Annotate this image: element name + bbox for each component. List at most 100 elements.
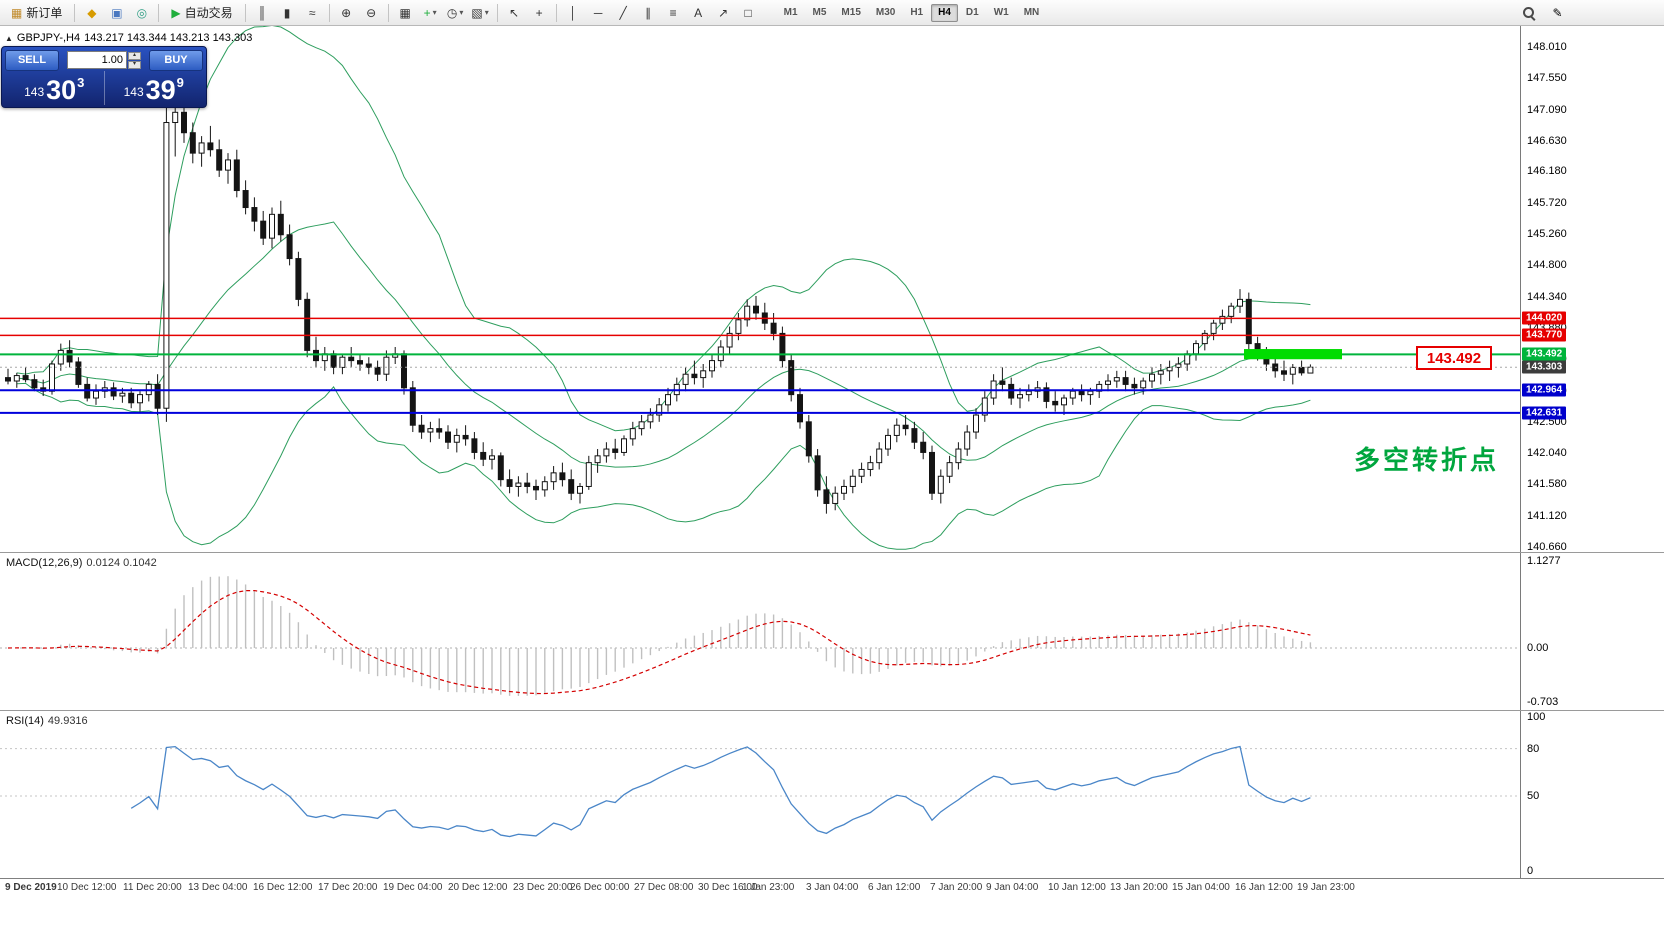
price-annotation-box[interactable]: 143.492 <box>1416 346 1492 370</box>
tf-button-w1[interactable]: W1 <box>987 4 1016 22</box>
candle-body <box>621 438 627 453</box>
tf-button-h4[interactable]: H4 <box>931 3 958 22</box>
new-order-icon: ▦ <box>11 5 23 20</box>
candle-body <box>568 479 575 494</box>
price-scale-label: 141.120 <box>1527 509 1567 522</box>
zoom-out-button[interactable]: ⊖ <box>360 2 383 24</box>
time-axis-label: 9 Jan 04:00 <box>986 882 1039 893</box>
indicators-dropdown-arrow[interactable]: ▾ <box>432 8 437 17</box>
vertical-line-tool-button[interactable]: │ <box>562 2 585 24</box>
candle-body <box>559 472 566 481</box>
tf-button-m1[interactable]: M1 <box>777 4 805 22</box>
price-scale-label: 147.090 <box>1527 103 1567 116</box>
market-watch-button[interactable]: ◆ <box>80 2 103 24</box>
fibonacci-tool-button[interactable]: ≡ <box>662 2 685 24</box>
tf-button-h1[interactable]: H1 <box>903 4 930 22</box>
channel-tool-button[interactable]: ∥ <box>637 2 660 24</box>
arrows-tool-button[interactable]: ↗ <box>712 2 735 24</box>
time-axis-label: 16 Jan 12:00 <box>1235 882 1293 893</box>
volume-input[interactable] <box>67 51 127 69</box>
sell-button[interactable]: SELL <box>5 49 59 71</box>
bar-chart-mode-button[interactable]: ║ <box>251 2 274 24</box>
candlestick-chart[interactable] <box>0 26 1520 552</box>
periods-button[interactable]: ◷ ▾ <box>444 2 467 24</box>
price-badge-144.020: 144.020 <box>1522 311 1567 325</box>
crosshair-button[interactable]: + <box>528 2 551 24</box>
candle-body <box>1157 370 1164 375</box>
candle-body <box>1245 298 1252 345</box>
volume-spin-buttons: ▴ ▾ <box>128 51 141 69</box>
trade-panel-toggle-icon[interactable]: ▲ <box>5 34 13 43</box>
new-order-label: 新订单 <box>26 6 63 20</box>
candle-body <box>1052 400 1059 406</box>
buy-price-display[interactable]: 143 39 9 <box>105 71 204 105</box>
candle-body <box>277 213 284 236</box>
candle-body <box>1237 298 1243 307</box>
candle-body <box>1307 366 1314 374</box>
sell-price-display[interactable]: 143 30 3 <box>5 71 105 105</box>
shapes-tool-button[interactable]: □ <box>737 2 760 24</box>
price-scale-label: 146.180 <box>1527 165 1567 178</box>
candle-body <box>1289 366 1296 375</box>
indicators-button[interactable]: + ▾ <box>419 2 442 24</box>
templates-dropdown-arrow[interactable]: ▾ <box>484 8 489 17</box>
quick-edit-button[interactable]: ✎ <box>1546 2 1569 24</box>
rsi-scale-label: 80 <box>1527 742 1540 755</box>
rsi-line <box>130 745 1311 838</box>
candlestick-mode-button[interactable]: ▮ <box>276 2 299 24</box>
templates-button[interactable]: ▧ ▾ <box>469 2 492 24</box>
toolbar-separator <box>387 3 389 22</box>
line-chart-mode-button[interactable]: ≈ <box>301 2 324 24</box>
time-axis-label: 15 Jan 04:00 <box>1172 882 1230 893</box>
candle-body <box>770 322 777 334</box>
price-scale-label: 147.550 <box>1527 72 1567 85</box>
trendline-tool-button[interactable]: ╱ <box>612 2 635 24</box>
macd-histogram <box>16 576 1312 696</box>
text-tool-button[interactable]: A <box>687 2 710 24</box>
cursor-button[interactable]: ↖ <box>503 2 526 24</box>
candle-body <box>1281 370 1287 375</box>
time-axis-label: 10 Dec 12:00 <box>57 882 117 893</box>
rsi-scale[interactable]: 100 80 50 0 <box>1520 711 1664 878</box>
tf-button-m15[interactable]: M15 <box>834 4 867 22</box>
candle-body <box>814 455 821 491</box>
price-scale[interactable]: 148.010 147.550 147.090 146.630 146.180 145.7… <box>1520 26 1664 553</box>
macd-scale-label: -0.703 <box>1527 696 1559 708</box>
tile-windows-button[interactable]: ▦ <box>394 2 417 24</box>
search-button[interactable] <box>1517 2 1540 24</box>
tf-button-m30[interactable]: M30 <box>869 4 902 22</box>
tf-button-m5[interactable]: M5 <box>806 4 834 22</box>
navigator-button[interactable]: ◎ <box>130 2 153 24</box>
candle-body <box>1166 366 1173 372</box>
macd-scale[interactable]: 1.1277 0.00 -0.703 <box>1520 553 1664 710</box>
crosshair-icon: + <box>535 5 543 20</box>
candle-body <box>295 258 302 300</box>
bar-chart-mode-icon: ║ <box>257 5 267 20</box>
main-chart-panel[interactable]: ▲ GBPJPY-,H4 143.217 143.344 143.213 143.3… <box>0 26 1664 553</box>
time-axis[interactable]: 9 Dec 2019 10 Dec 12:00 11 Dec 20:00 13 Dec… <box>0 878 1664 950</box>
volume-up-button[interactable]: ▴ <box>128 51 141 60</box>
tf-button-mn[interactable]: MN <box>1017 4 1047 22</box>
auto-trading-button[interactable]: ▶ 自动交易 <box>164 2 239 24</box>
data-window-icon: ▣ <box>111 5 123 20</box>
volume-down-button[interactable]: ▾ <box>128 60 141 69</box>
green-zone-highlight[interactable] <box>1244 349 1342 360</box>
horizontal-line-tool-button[interactable]: ─ <box>587 2 610 24</box>
candle-body <box>251 207 258 222</box>
tf-button-d1[interactable]: D1 <box>959 4 986 22</box>
toolbar-right: ✎ <box>1516 0 1570 26</box>
buy-button[interactable]: BUY <box>149 49 203 71</box>
zoom-in-button[interactable]: ⊕ <box>335 2 358 24</box>
candle-body <box>612 448 619 453</box>
candle-body <box>13 375 20 382</box>
trendline-tool-icon: ╱ <box>619 5 627 20</box>
price-scale-label: 141.580 <box>1527 478 1567 491</box>
data-window-button[interactable]: ▣ <box>105 2 128 24</box>
candle-body <box>1219 315 1226 324</box>
periods-dropdown-arrow[interactable]: ▾ <box>459 8 464 17</box>
rsi-panel[interactable]: RSI(14) 49.9316 100 80 50 0 <box>0 710 1664 878</box>
new-order-button[interactable]: ▦ 新订单 <box>4 2 69 24</box>
macd-panel[interactable]: MACD(12,26,9) 0.0124 0.1042 1.1277 0.00 -0.… <box>0 552 1664 710</box>
toolbar-separator <box>496 3 498 22</box>
